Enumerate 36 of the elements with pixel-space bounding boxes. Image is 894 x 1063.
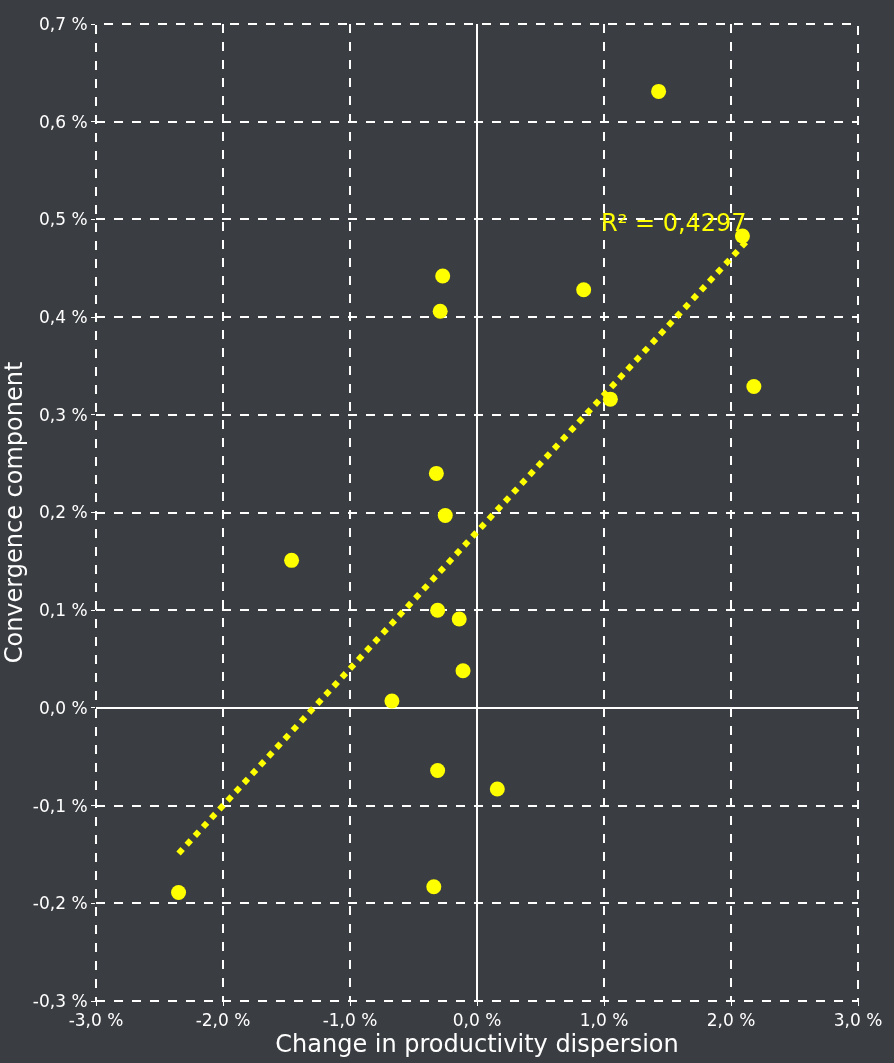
point	[489, 781, 505, 797]
point	[451, 611, 467, 627]
x-tick-label: 3,0 %	[833, 1010, 883, 1031]
x-tick-label: 1,0 %	[579, 1010, 629, 1031]
y-tick-label: 0,7 %	[39, 13, 88, 34]
point	[428, 465, 444, 481]
y-tick-label: 0,1 %	[39, 600, 88, 621]
y-tick-label: 0,3 %	[39, 404, 88, 425]
y-tick-label: -0,3 %	[32, 990, 88, 1011]
x-tick-label: 2,0 %	[706, 1010, 756, 1031]
x-tick-label: -3,0 %	[68, 1010, 124, 1031]
y-tick-label: -0,1 %	[32, 795, 88, 816]
point	[746, 378, 762, 394]
point	[435, 268, 451, 284]
y-tick-label: 0,6 %	[39, 111, 88, 132]
point	[426, 879, 442, 895]
point	[430, 762, 446, 778]
point	[430, 602, 446, 618]
x-tick-label: -1,0 %	[322, 1010, 378, 1031]
y-tick-label: 0,4 %	[39, 307, 88, 328]
y-tick-label: 0,5 %	[39, 209, 88, 230]
x-tick-label: -2,0 %	[195, 1010, 251, 1031]
point	[576, 282, 592, 298]
x-tick-label: 0,0 %	[452, 1010, 502, 1031]
point	[432, 303, 448, 319]
x-axis-title: Change in productivity dispersion	[275, 1030, 679, 1059]
y-tick-label: 0,0 %	[39, 697, 88, 718]
point	[455, 663, 471, 679]
point	[384, 693, 400, 709]
y-axis-title: Convergence component	[0, 361, 28, 664]
point	[171, 885, 187, 901]
point	[437, 507, 453, 523]
point	[651, 83, 667, 99]
y-tick-label: -0,2 %	[32, 893, 88, 914]
point	[284, 552, 300, 568]
y-tick-label: 0,2 %	[39, 502, 88, 523]
